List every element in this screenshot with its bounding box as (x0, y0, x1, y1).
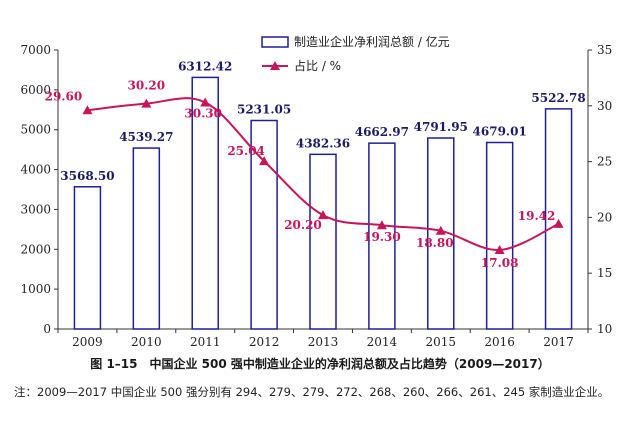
bar (368, 142, 396, 330)
bar-value-label: 4539.27 (119, 130, 173, 144)
y-left-tick-label: 1000 (20, 282, 51, 296)
figure-caption: 图 1–15 中国企业 500 强中制造业企业的净利润总额及占比趋势（2009—… (90, 357, 550, 371)
bar-value-label: 4679.01 (473, 125, 527, 139)
y-left-tick-label: 6000 (20, 83, 51, 97)
legend-line-marker (270, 61, 280, 70)
y-left-tick-label: 4000 (20, 163, 51, 177)
x-tick-label: 2009 (72, 335, 103, 349)
y-left-tick-label: 7000 (20, 43, 51, 57)
share-point (259, 156, 270, 166)
bar (309, 153, 337, 330)
bar-value-label: 3568.50 (60, 169, 114, 183)
x-tick-label: 2014 (367, 335, 398, 349)
legend-bar-swatch (261, 36, 289, 48)
bar (485, 141, 514, 330)
line-value-label: 20.20 (284, 218, 322, 232)
y-left-tick-label: 5000 (20, 123, 51, 137)
bar-value-label: 4382.36 (296, 136, 350, 150)
x-tick-label: 2012 (249, 335, 280, 349)
share-point (318, 210, 328, 220)
line-value-label: 19.42 (518, 209, 556, 223)
share-point (553, 218, 564, 228)
share-point (494, 244, 505, 254)
x-tick-label: 2016 (484, 335, 515, 349)
bar-value-label: 4791.95 (414, 120, 468, 134)
line-value-label: 30.20 (128, 79, 166, 93)
share-point (141, 98, 152, 108)
y-right-tick-label: 20 (597, 210, 612, 224)
bar (191, 76, 219, 330)
share-point (435, 225, 446, 235)
share-point (82, 105, 93, 115)
legend-line-label: 占比 / % (294, 58, 341, 73)
x-tick-label: 2010 (131, 335, 162, 349)
bar-value-label: 4662.97 (355, 125, 409, 139)
bar (132, 147, 161, 330)
y-left-tick-label: 2000 (20, 242, 51, 256)
line-value-label: 17.08 (481, 256, 519, 270)
line-value-label: 29.60 (45, 89, 83, 103)
y-right-tick-label: 10 (597, 322, 612, 336)
y-right-tick-label: 35 (597, 43, 612, 57)
y-right-tick-label: 30 (597, 99, 612, 113)
line-value-label: 18.80 (416, 236, 454, 250)
legend-bar-label: 制造业企业净利润总额 / 亿元 (294, 34, 450, 49)
bar (250, 119, 278, 330)
share-point (376, 220, 387, 230)
x-tick-label: 2017 (543, 335, 574, 349)
bar-value-label: 5522.78 (531, 91, 585, 105)
bar-value-label: 6312.42 (178, 59, 232, 73)
line-value-label: 19.30 (363, 230, 401, 244)
bar-value-label: 5231.05 (237, 103, 291, 117)
y-right-tick-label: 15 (597, 266, 612, 280)
x-tick-label: 2015 (426, 335, 457, 349)
chart: 0 1000 2000 3000 4000 5000 6000 7000 10 15 20 25 30 3… (20, 34, 612, 349)
line-value-label: 30.30 (184, 106, 222, 120)
share-point (200, 97, 211, 107)
bar (73, 186, 102, 330)
figure-note: 注：2009—2017 中国企业 500 强分别有 294、279、279、27… (14, 385, 610, 399)
line-value-label: 25.04 (227, 144, 265, 158)
x-tick-label: 2011 (190, 335, 221, 349)
y-right-tick-label: 25 (597, 155, 612, 169)
y-left-tick-label: 3000 (20, 202, 51, 216)
y-left-tick-label: 0 (43, 322, 51, 336)
x-tick-label: 2013 (308, 335, 339, 349)
